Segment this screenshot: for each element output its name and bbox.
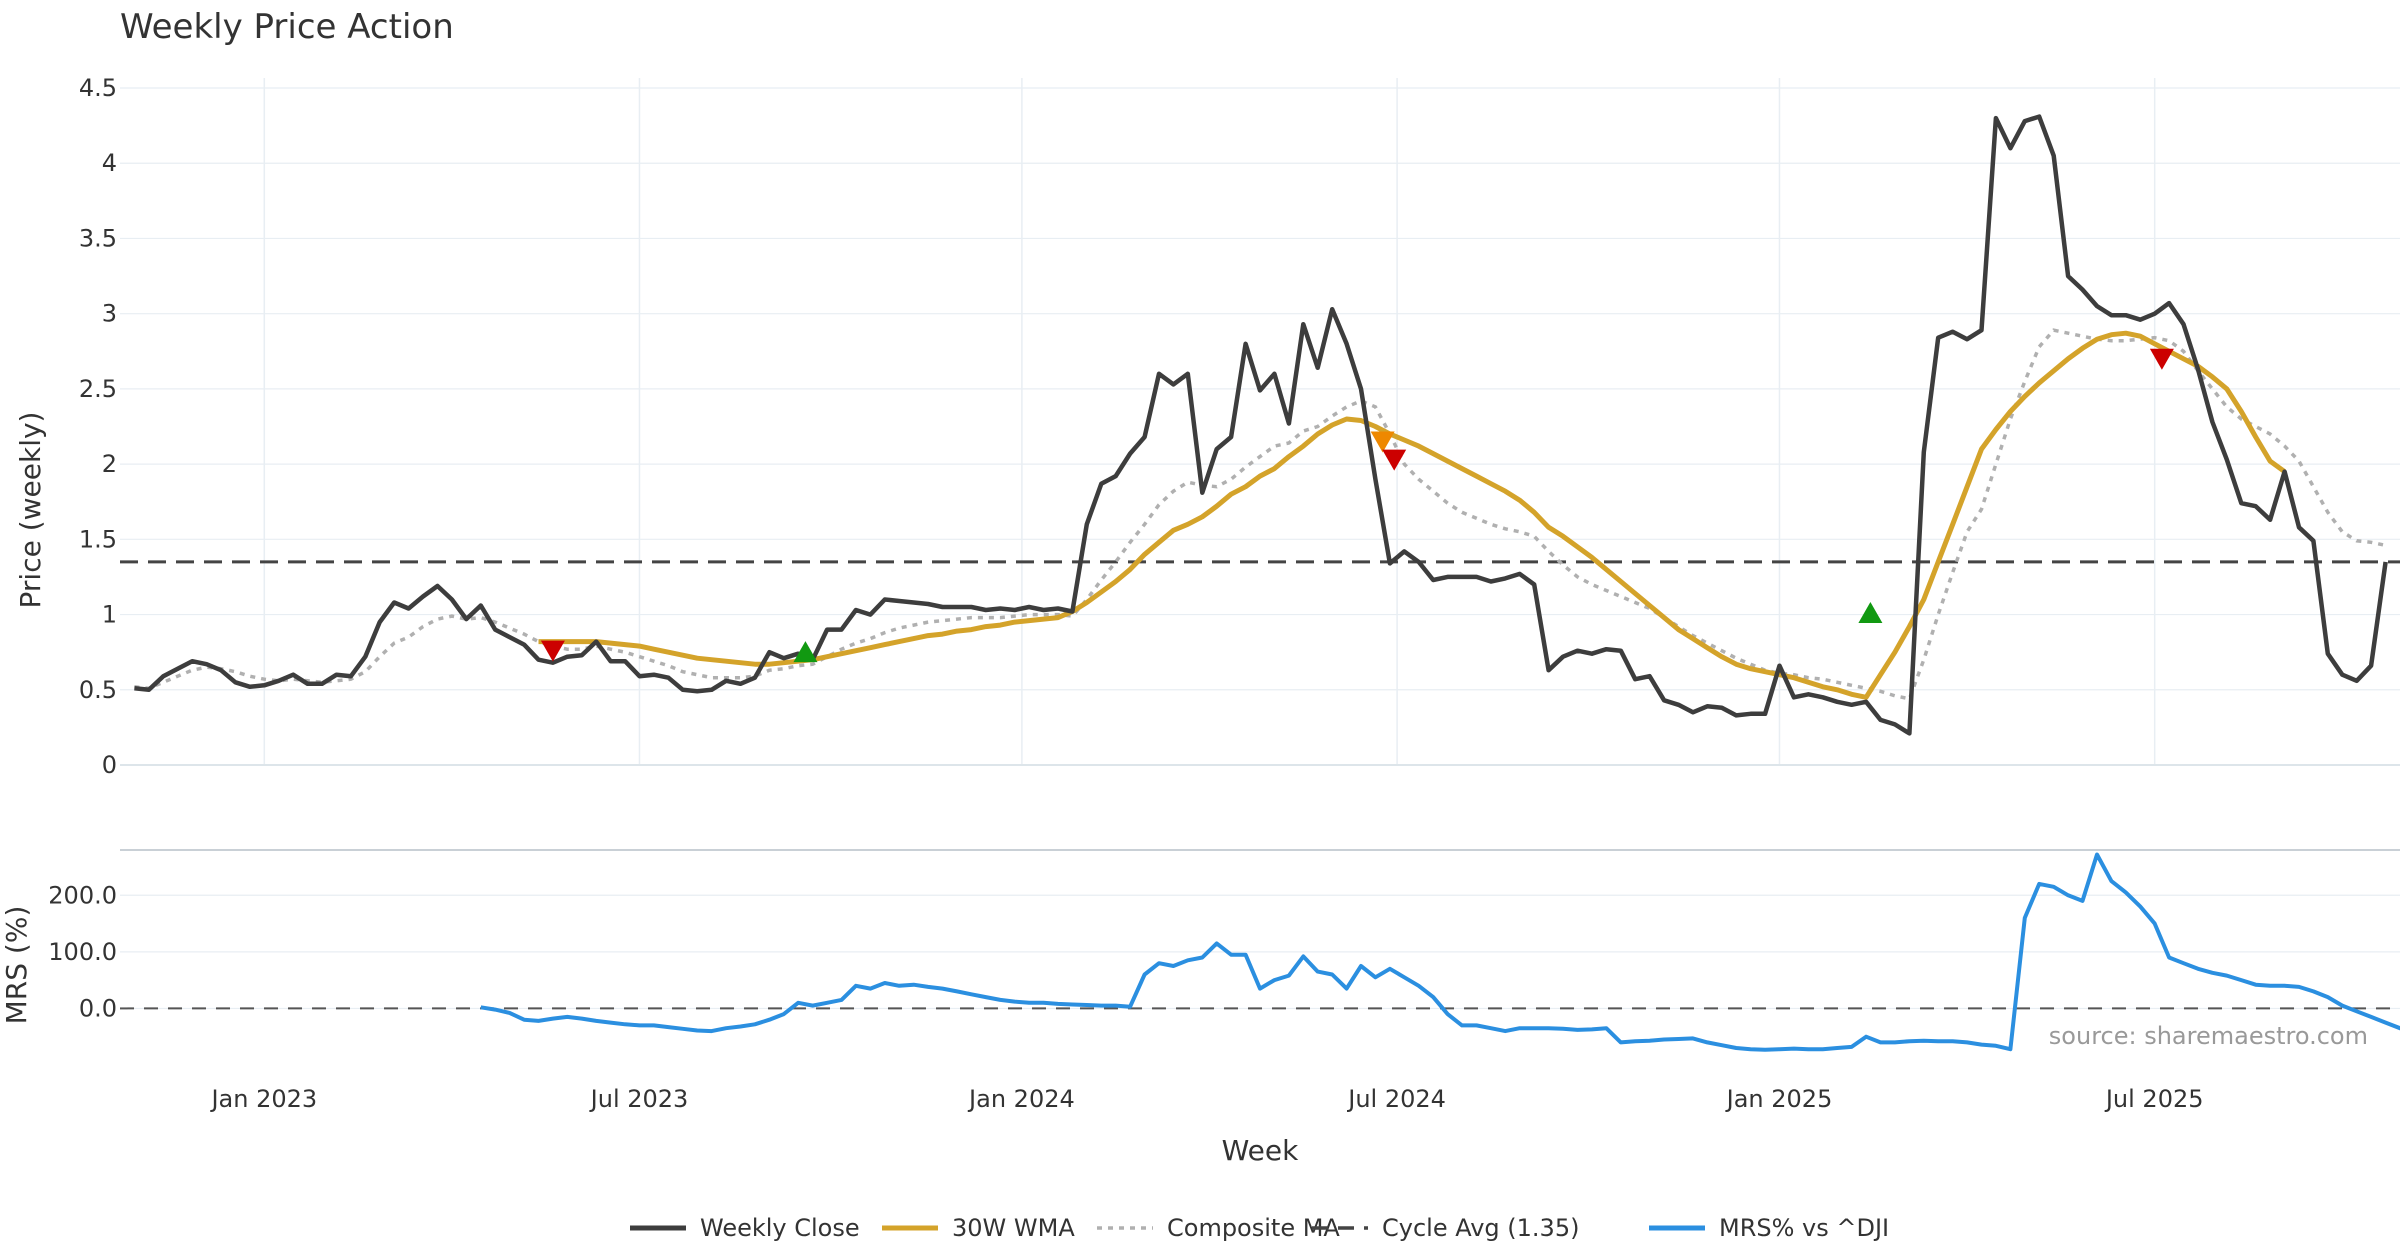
buy-signal-marker bbox=[1858, 602, 1883, 624]
sell-signal-marker bbox=[1370, 431, 1395, 453]
x-tick-label: Jan 2025 bbox=[1725, 1085, 1833, 1113]
composite-ma-line bbox=[134, 328, 2386, 701]
y-axis-title-price: Price (weekly) bbox=[14, 412, 47, 609]
mrs-tick-label: 200.0 bbox=[48, 881, 117, 909]
y-tick-label: 0 bbox=[102, 751, 117, 779]
legend-item[interactable]: 30W WMA bbox=[882, 1214, 1075, 1242]
y-tick-label: 2 bbox=[102, 450, 117, 478]
y-tick-label: 4 bbox=[102, 149, 117, 177]
chart-marks: Jan 2023 Jul 2023 Jan 2024 Jul 2024 Jan 2025… bbox=[48, 74, 2400, 1113]
buy-signal-marker bbox=[793, 641, 818, 663]
weekly-close-line bbox=[134, 114, 2388, 736]
sell-signal-marker bbox=[2149, 348, 2174, 370]
y-tick-label: 3.5 bbox=[79, 224, 117, 252]
legend-label: Cycle Avg (1.35) bbox=[1382, 1214, 1579, 1242]
y-axis-title-mrs: MRS (%) bbox=[0, 906, 33, 1025]
y-tick-label: 3 bbox=[102, 300, 117, 328]
y-tick-label: 0.5 bbox=[79, 676, 117, 704]
legend-item[interactable]: MRS% vs ^DJI bbox=[1649, 1214, 1889, 1242]
x-tick-label: Jul 2024 bbox=[1346, 1085, 1446, 1113]
mrs-tick-label: 0.0 bbox=[79, 994, 117, 1022]
y-tick-label: 2.5 bbox=[79, 375, 117, 403]
x-axis-title: Week bbox=[1222, 1134, 1299, 1167]
legend-label: Composite MA bbox=[1167, 1214, 1340, 1242]
source-annotation: source: sharemaestro.com bbox=[2049, 1022, 2368, 1050]
sell-signal-marker bbox=[540, 640, 565, 662]
legend-label: 30W WMA bbox=[952, 1214, 1075, 1242]
legend[interactable]: Weekly Close 30W WMA Composite MA Cycle Avg… bbox=[630, 1214, 1889, 1242]
legend-item[interactable]: Composite MA bbox=[1097, 1214, 1340, 1242]
legend-item[interactable]: Weekly Close bbox=[630, 1214, 860, 1242]
x-tick-label: Jan 2024 bbox=[967, 1085, 1075, 1113]
mrs-tick-label: 100.0 bbox=[48, 938, 117, 966]
legend-label: Weekly Close bbox=[700, 1214, 860, 1242]
y-tick-label: 4.5 bbox=[79, 74, 117, 102]
y-tick-label: 1 bbox=[102, 601, 117, 629]
price-grid bbox=[120, 78, 2400, 766]
x-tick-label: Jul 2023 bbox=[589, 1085, 689, 1113]
chart-title: Weekly Price Action bbox=[120, 7, 454, 47]
sell-signal-marker bbox=[1382, 449, 1407, 471]
x-tick-label: Jul 2025 bbox=[2104, 1085, 2204, 1113]
legend-item[interactable]: Cycle Avg (1.35) bbox=[1312, 1214, 1579, 1242]
legend-label: MRS% vs ^DJI bbox=[1719, 1214, 1889, 1242]
wma-30w-line bbox=[538, 330, 2287, 700]
plot-area bbox=[120, 114, 2400, 1052]
y-tick-label: 1.5 bbox=[79, 525, 117, 553]
mrs-line bbox=[480, 852, 2400, 1052]
x-tick-label: Jan 2023 bbox=[209, 1085, 317, 1113]
